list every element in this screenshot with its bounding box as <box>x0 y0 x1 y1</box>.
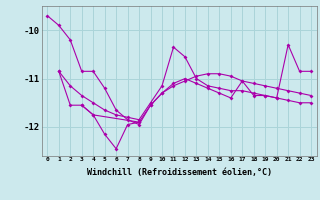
X-axis label: Windchill (Refroidissement éolien,°C): Windchill (Refroidissement éolien,°C) <box>87 168 272 177</box>
